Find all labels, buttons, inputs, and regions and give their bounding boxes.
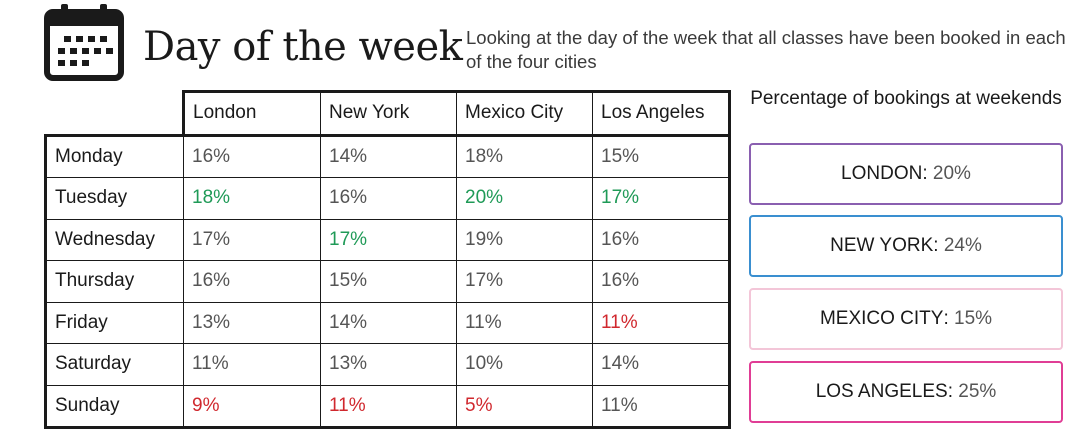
cell-value: 11% xyxy=(592,384,731,429)
table-row: Sunday 9% 11% 5% 11% xyxy=(44,384,731,429)
row-label: Saturday xyxy=(44,343,184,386)
card-city: MEXICO CITY xyxy=(819,308,944,329)
table-corner xyxy=(46,92,184,136)
card-value: 25% xyxy=(958,381,997,402)
table-row: Thursday 16% 15% 17% 16% xyxy=(44,260,731,303)
cell-value: 17% xyxy=(456,260,593,303)
cell-value: 16% xyxy=(183,260,321,303)
cell-value: 14% xyxy=(592,343,731,386)
table-row: Wednesday 17% 17% 19% 16% xyxy=(44,218,731,261)
cell-value: 15% xyxy=(592,134,731,178)
cell-value: 11% xyxy=(183,343,321,386)
cell-value: 10% xyxy=(456,343,593,386)
cell-value: 17% xyxy=(183,218,321,261)
bookings-table: London New York Mexico City Los Angeles … xyxy=(44,90,731,429)
table-header-row: London New York Mexico City Los Angeles xyxy=(46,90,731,137)
column-header-london: London xyxy=(182,90,321,137)
card-value: 24% xyxy=(943,235,982,256)
weekend-card-london: LONDON: 20% xyxy=(749,143,1063,205)
row-label: Wednesday xyxy=(44,218,184,261)
cell-value-high: 17% xyxy=(320,218,457,261)
cell-value-high: 17% xyxy=(592,177,731,220)
card-city: NEW YORK xyxy=(830,235,934,256)
cell-value: 14% xyxy=(320,301,457,344)
weekend-card-mexico-city: MEXICO CITY: 15% xyxy=(749,288,1063,350)
cell-value: 16% xyxy=(592,218,731,261)
card-city: LONDON xyxy=(841,163,923,184)
cell-value: 18% xyxy=(456,134,593,178)
table-row: Friday 13% 14% 11% 11% xyxy=(44,301,731,344)
row-label: Tuesday xyxy=(44,177,184,220)
cell-value-low: 5% xyxy=(456,384,593,429)
page-subtitle: Looking at the day of the week that all … xyxy=(466,27,1066,72)
weekend-card-los-angeles: LOS ANGELES: 25% xyxy=(749,361,1063,423)
page-title: Day of the week xyxy=(143,24,463,70)
calendar-icon xyxy=(44,4,124,81)
card-city: LOS ANGELES xyxy=(815,381,948,402)
row-label: Friday xyxy=(44,301,184,344)
column-header-new-york: New York xyxy=(320,90,457,137)
cell-value-low: 9% xyxy=(183,384,321,429)
cell-value: 11% xyxy=(456,301,593,344)
table-row: Monday 16% 14% 18% 15% xyxy=(44,133,731,178)
row-label: Sunday xyxy=(44,384,184,429)
cell-value: 14% xyxy=(320,134,457,178)
column-header-mexico-city: Mexico City xyxy=(456,90,593,137)
cell-value-low: 11% xyxy=(320,384,457,429)
column-header-los-angeles: Los Angeles xyxy=(592,90,731,137)
cell-value-low: 11% xyxy=(592,301,731,344)
cell-value-high: 20% xyxy=(456,177,593,220)
cell-value: 15% xyxy=(320,260,457,303)
weekend-panel-title: Percentage of bookings at weekends xyxy=(750,88,1062,109)
weekend-card-new-york: NEW YORK: 24% xyxy=(749,215,1063,277)
cell-value: 16% xyxy=(183,134,321,178)
card-value: 20% xyxy=(932,163,971,184)
row-label: Monday xyxy=(44,133,184,178)
table-row: Saturday 11% 13% 10% 14% xyxy=(44,343,731,386)
table-row: Tuesday 18% 16% 20% 17% xyxy=(44,177,731,220)
cell-value: 13% xyxy=(183,301,321,344)
cell-value: 19% xyxy=(456,218,593,261)
card-value: 15% xyxy=(954,308,993,329)
cell-value: 16% xyxy=(592,260,731,303)
row-label: Thursday xyxy=(44,260,184,303)
cell-value-high: 18% xyxy=(183,177,321,220)
cell-value: 13% xyxy=(320,343,457,386)
cell-value: 16% xyxy=(320,177,457,220)
